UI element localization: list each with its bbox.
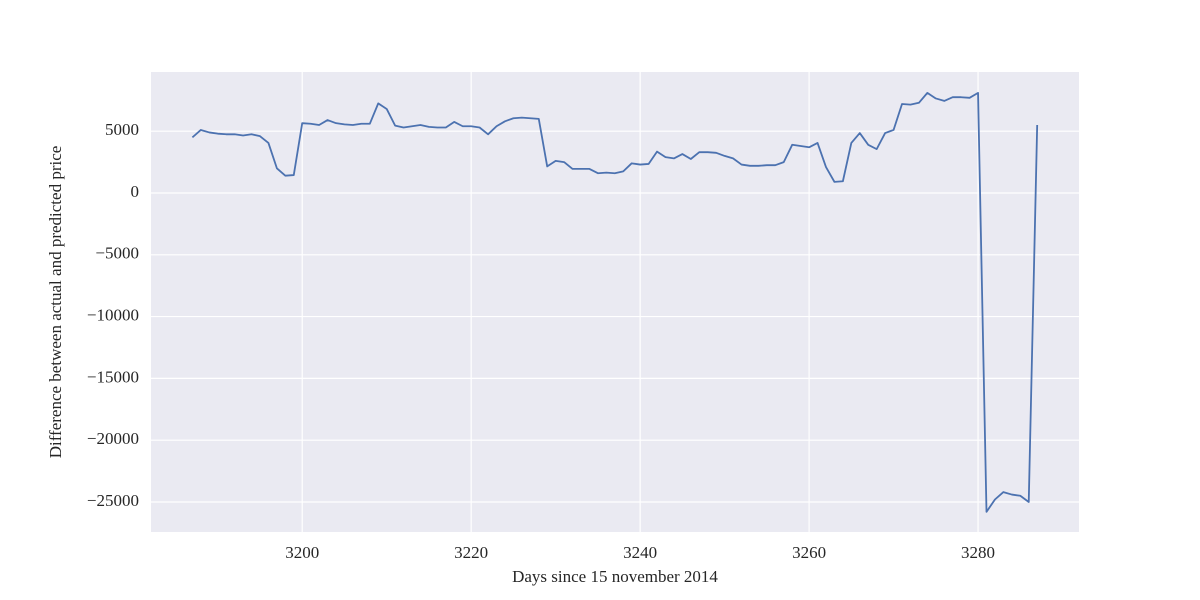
x-tick-label: 3200 — [285, 543, 319, 562]
plot-area — [151, 72, 1079, 532]
x-tick-label: 3280 — [961, 543, 995, 562]
y-tick-label: −10000 — [87, 305, 139, 324]
y-tick-label: −5000 — [95, 244, 139, 263]
x-tick-label: 3220 — [454, 543, 488, 562]
y-tick-label: −15000 — [87, 367, 139, 386]
y-axis-label: Difference between actual and predicted … — [46, 146, 65, 459]
x-axis-label: Days since 15 november 2014 — [512, 567, 718, 586]
x-tick-label: 3240 — [623, 543, 657, 562]
y-tick-label: 0 — [131, 182, 140, 201]
y-tick-label: −20000 — [87, 429, 139, 448]
x-tick-label: 3260 — [792, 543, 826, 562]
y-tick-label: −25000 — [87, 491, 139, 510]
data-line — [191, 91, 1039, 513]
y-tick-label: 5000 — [105, 120, 139, 139]
